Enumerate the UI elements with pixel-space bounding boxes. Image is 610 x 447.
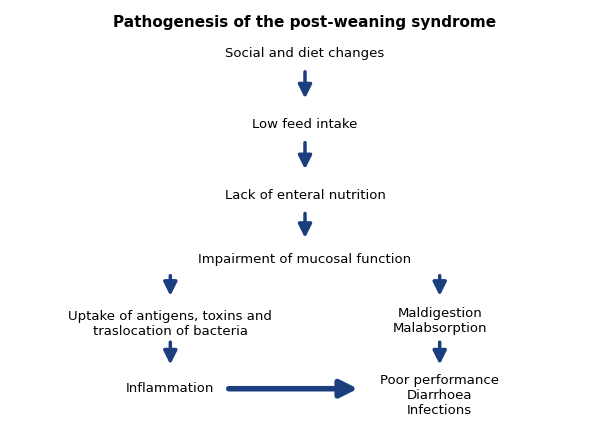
Text: Maldigestion
Malabsorption: Maldigestion Malabsorption [392,308,487,335]
Text: Inflammation: Inflammation [126,382,215,395]
Text: Low feed intake: Low feed intake [253,118,357,131]
Text: Lack of enteral nutrition: Lack of enteral nutrition [224,189,386,202]
Text: Uptake of antigens, toxins and
traslocation of bacteria: Uptake of antigens, toxins and traslocat… [68,310,272,338]
Text: Social and diet changes: Social and diet changes [225,47,385,60]
Text: Pathogenesis of the post-weaning syndrome: Pathogenesis of the post-weaning syndrom… [113,15,497,30]
Text: Impairment of mucosal function: Impairment of mucosal function [198,253,412,266]
Text: Poor performance
Diarrhoea
Infections: Poor performance Diarrhoea Infections [380,374,499,417]
